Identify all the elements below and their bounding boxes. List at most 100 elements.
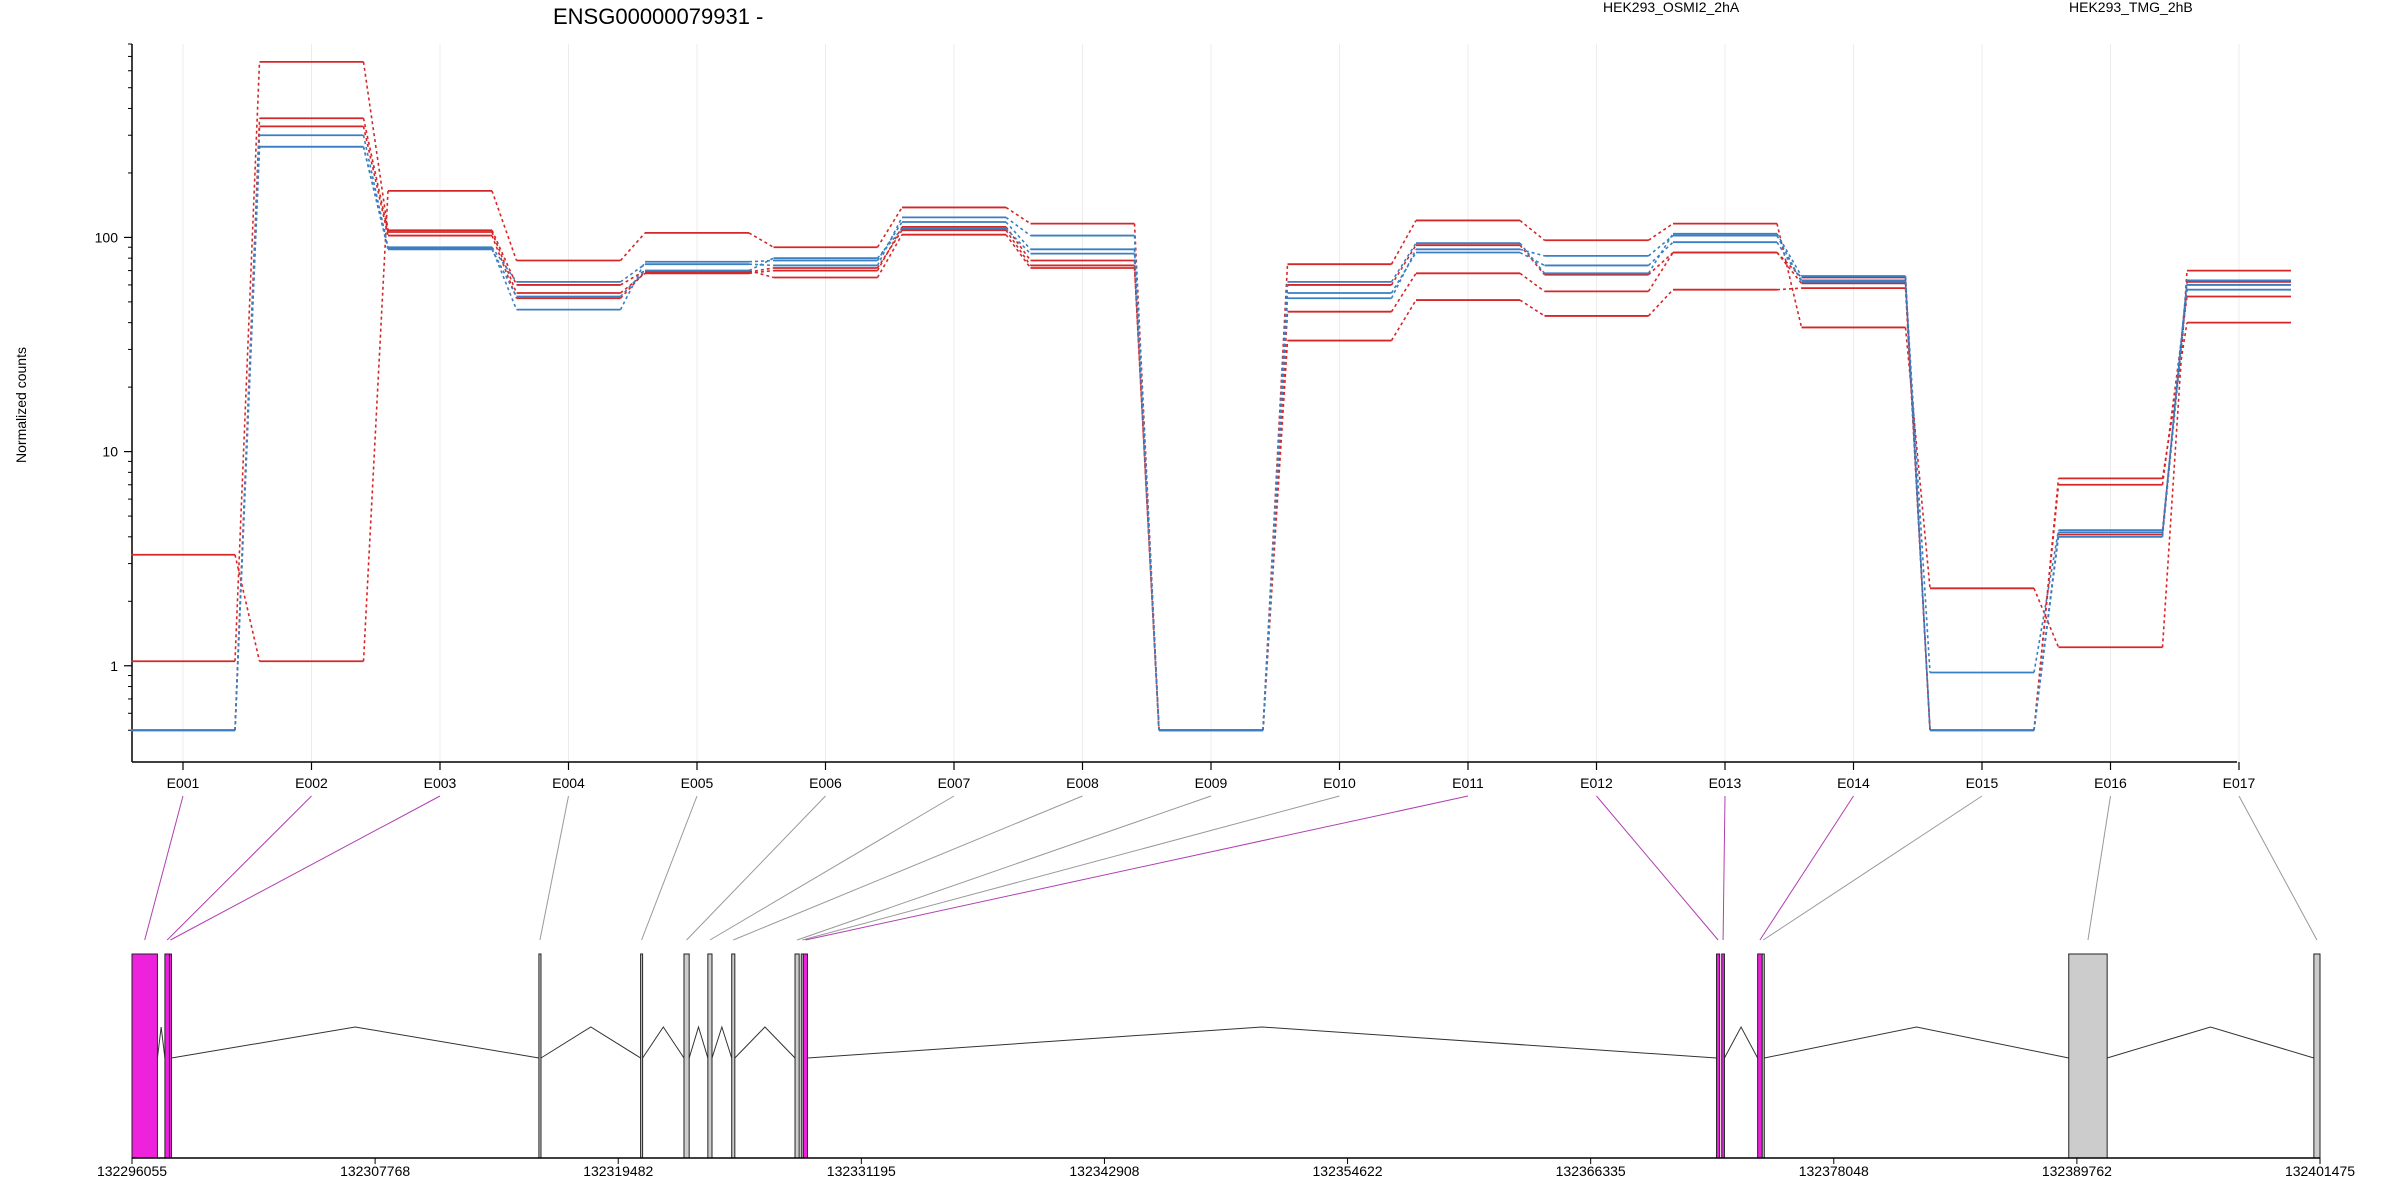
genome-tick-label: 132378048 — [1799, 1163, 1869, 1179]
connector-e011 — [805, 795, 1469, 941]
exon-box-e008 — [731, 953, 736, 1159]
connector-e006 — [686, 795, 826, 941]
series-connector — [234, 146, 261, 731]
connector-e010 — [802, 795, 1340, 941]
series-connector — [1904, 327, 1931, 589]
exon-box-e009 — [794, 953, 800, 1159]
series-connector — [748, 257, 774, 272]
genome-tick-label: 132389762 — [2042, 1163, 2112, 1179]
series-connector — [491, 229, 518, 286]
series-connector — [748, 267, 774, 273]
series-connector — [491, 231, 518, 294]
series-connector — [876, 221, 903, 261]
intron-line — [540, 1026, 641, 1059]
intron-line — [156, 1026, 166, 1059]
series-connector — [2161, 289, 2188, 537]
genome-tick-label: 132401475 — [2285, 1163, 2355, 1179]
genome-tick-label: 132366335 — [1556, 1163, 1626, 1179]
series-connector — [748, 269, 774, 275]
x-tick-label-e010: E010 — [1323, 775, 1356, 791]
series-connector — [1005, 206, 1031, 225]
series-connector — [619, 232, 646, 262]
series-connector — [1776, 233, 1803, 277]
series-connector — [1005, 216, 1031, 237]
series-connector — [619, 261, 646, 311]
series-connector — [2033, 529, 2060, 673]
connector-e001 — [144, 795, 184, 941]
series-connector — [1519, 299, 1545, 317]
series-connector — [362, 126, 389, 236]
genome-tick-label: 132296055 — [97, 1163, 167, 1179]
series-connector — [1519, 272, 1545, 292]
x-tick-label-e014: E014 — [1837, 775, 1870, 791]
x-tick-label-e017: E017 — [2223, 775, 2256, 791]
series-connector — [1776, 241, 1803, 281]
exon-box-e005 — [640, 953, 644, 1159]
series-connector — [619, 270, 646, 298]
intron-line — [1723, 1025, 1759, 1059]
x-tick-label-e008: E008 — [1066, 775, 1099, 791]
series-connector — [1776, 287, 1802, 291]
exon-box-e014 — [1757, 953, 1763, 1159]
genome-tick-label: 132331195 — [827, 1163, 896, 1179]
exon-box-e006 — [683, 953, 690, 1159]
connector-e007 — [709, 795, 955, 941]
x-tick-label-e007: E007 — [938, 775, 971, 791]
series-7 — [131, 145, 2291, 732]
intron-line — [171, 1026, 539, 1059]
series-connector — [1390, 272, 1417, 313]
x-tick-label-e013: E013 — [1709, 775, 1742, 791]
x-tick-label-e016: E016 — [2094, 775, 2127, 791]
intron-line — [807, 1026, 1717, 1059]
intron-line — [1764, 1026, 2069, 1059]
series-connector — [619, 272, 646, 294]
exon-box-e013 — [1721, 953, 1725, 1159]
series-connector — [491, 190, 518, 261]
series-connector — [1390, 244, 1417, 286]
x-tick-label-e012: E012 — [1580, 775, 1613, 791]
series-connector — [1390, 220, 1417, 265]
x-tick-label-e001: E001 — [167, 775, 200, 791]
genome-tick-label: 132342908 — [1069, 1163, 1139, 1179]
series-connector — [1647, 241, 1674, 267]
x-tick-label-e009: E009 — [1195, 775, 1228, 791]
series-connector — [1647, 251, 1674, 276]
series-connector — [234, 61, 261, 662]
series-connector — [1647, 252, 1674, 292]
series-connector — [1647, 234, 1674, 257]
connector-e002 — [166, 795, 312, 941]
series-lines — [131, 60, 2291, 732]
x-tick-label-e002: E002 — [295, 775, 328, 791]
x-tick-label-e015: E015 — [1966, 775, 1999, 791]
series-connector — [1390, 252, 1417, 294]
exon-box-e003 — [168, 953, 172, 1159]
x-tick-label-e011: E011 — [1452, 775, 1484, 791]
series-connector — [362, 118, 389, 233]
y-tick-label: 10 — [102, 444, 118, 460]
axes: 1 10 100 E001 E002 E003 E004 E005 E006 E007 E008 E0… — [95, 43, 2256, 791]
exon-box-e004 — [538, 953, 542, 1159]
x-tick-label-e004: E004 — [552, 775, 585, 791]
connector-e004 — [539, 795, 569, 941]
intron-line — [734, 1026, 796, 1059]
y-tick-label: 1 — [110, 658, 118, 674]
connector-e005 — [641, 795, 698, 941]
x-tick-label-e003: E003 — [424, 775, 457, 791]
series-connector — [620, 263, 646, 283]
series-connector — [1648, 222, 1674, 241]
gene-model — [131, 953, 2321, 1159]
series-connector — [1519, 219, 1546, 241]
intron-line — [642, 1026, 685, 1059]
exon-connector-lines — [144, 795, 2318, 941]
genome-coordinate-axis: 132296055 132307768 132319482 132331195 1323… — [97, 1157, 2355, 1179]
connector-e016 — [2087, 795, 2111, 941]
series-connector — [491, 248, 518, 297]
exon-box-e012 — [1716, 953, 1721, 1159]
genome-tick-label: 132319482 — [583, 1163, 653, 1179]
series-connector — [1262, 264, 1289, 731]
series-connector — [491, 247, 518, 310]
series-connector — [1647, 233, 1674, 274]
series-connector — [876, 217, 903, 266]
series-connector — [1390, 299, 1417, 341]
